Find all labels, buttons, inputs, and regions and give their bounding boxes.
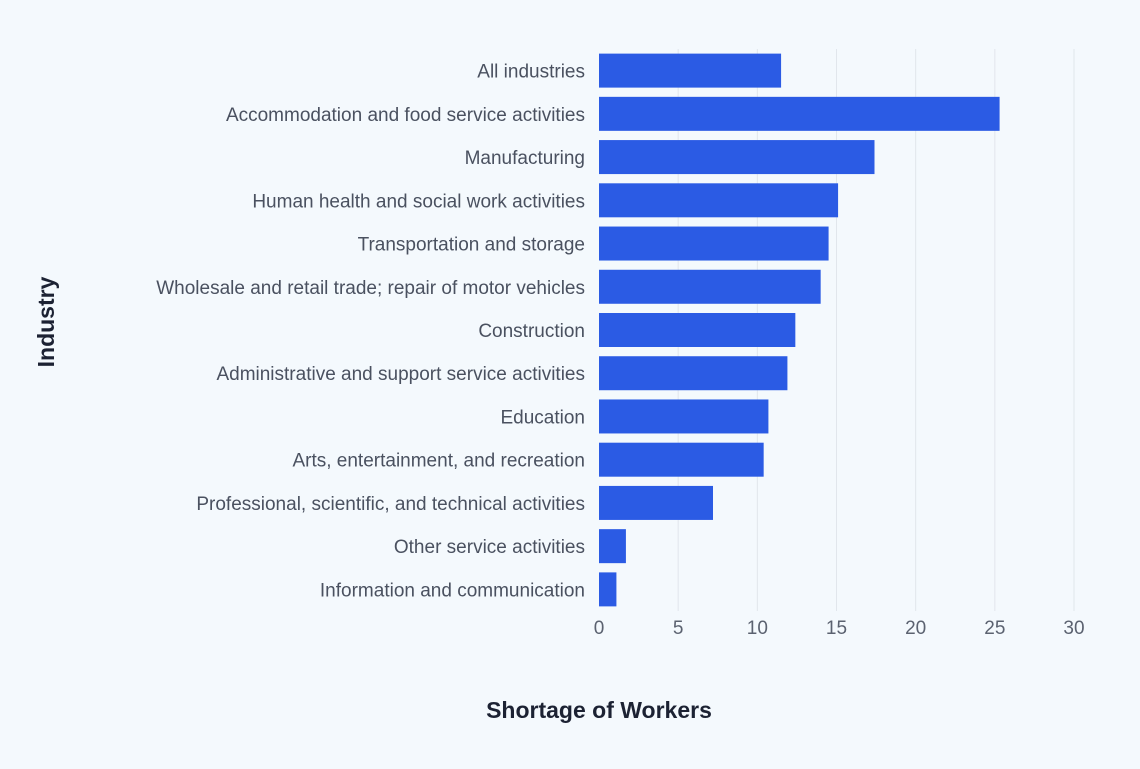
category-label: Arts, entertainment, and recreation <box>292 451 585 472</box>
bar <box>599 572 617 607</box>
x-tick-label: 5 <box>673 618 684 639</box>
category-label: Professional, scientific, and technical … <box>196 494 585 515</box>
bars <box>599 53 1000 607</box>
y-axis-title: Industry <box>33 276 59 367</box>
bar <box>599 226 829 261</box>
category-label: Wholesale and retail trade; repair of mo… <box>156 278 585 299</box>
x-tick-label: 10 <box>747 618 768 639</box>
bar <box>599 313 796 347</box>
category-label: Education <box>500 407 585 428</box>
x-tick-label: 0 <box>594 618 605 639</box>
x-tick-label: 20 <box>905 618 926 639</box>
category-label: Accommodation and food service activitie… <box>226 105 585 126</box>
category-label: Manufacturing <box>465 148 585 169</box>
category-label: Human health and social work activities <box>252 191 585 212</box>
bar <box>599 96 1000 131</box>
bar <box>599 140 875 175</box>
bar <box>599 442 764 477</box>
bar <box>599 529 626 564</box>
x-tick-label: 30 <box>1063 618 1084 639</box>
category-label: Construction <box>478 321 585 342</box>
category-label: All industries <box>477 62 585 83</box>
bar <box>599 399 769 434</box>
bar <box>599 183 839 218</box>
bar <box>599 269 821 304</box>
bar <box>599 485 713 520</box>
x-tick-label: 25 <box>984 618 1005 639</box>
category-labels: All industries Accommodation and food ser… <box>156 62 585 602</box>
bar <box>599 356 788 391</box>
x-tick-labels: 0 5 10 15 20 25 30 <box>594 618 1085 639</box>
category-label: Administrative and support service activ… <box>216 364 585 385</box>
x-tick-label: 15 <box>826 618 847 639</box>
category-label: Other service activities <box>394 537 585 558</box>
category-label: Information and communication <box>320 580 585 601</box>
bar <box>599 53 782 88</box>
x-axis-title: Shortage of Workers <box>486 697 712 723</box>
category-label: Transportation and storage <box>358 235 585 256</box>
